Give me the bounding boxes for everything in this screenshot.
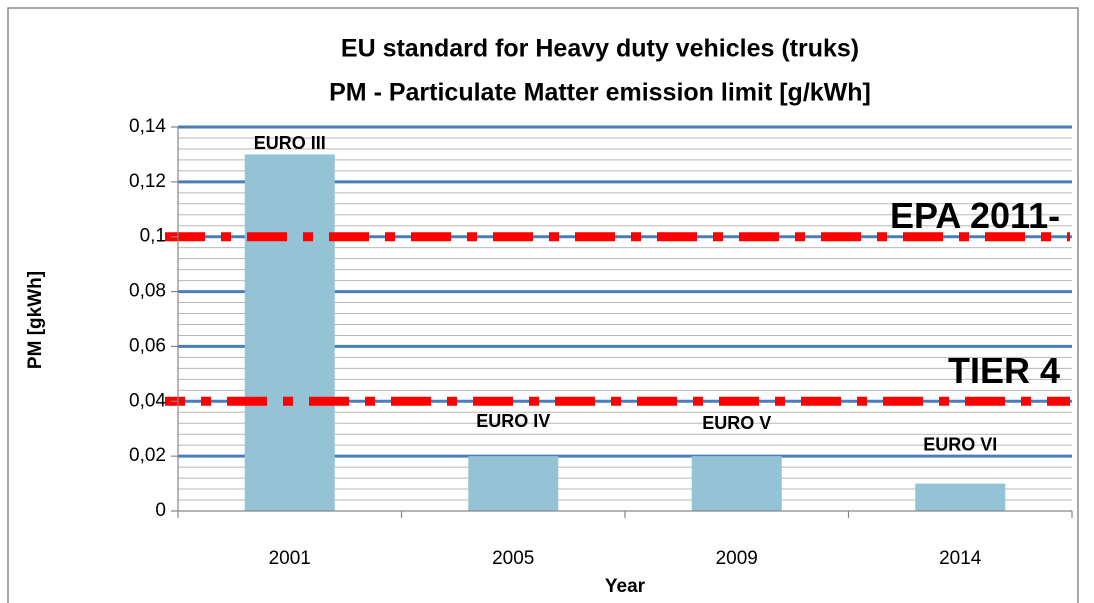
reference-label: TIER 4: [948, 350, 1060, 391]
x-axis-title: Year: [605, 576, 646, 597]
y-tick-label: 0,04: [129, 390, 166, 411]
bar-label: EURO IV: [476, 411, 550, 431]
x-tick-label: 2001: [269, 548, 311, 569]
bar-label: EURO V: [702, 413, 771, 433]
bar: [244, 154, 335, 511]
y-axis-title: PM [gkWh]: [25, 271, 46, 369]
bar: [915, 483, 1006, 511]
y-tick-label: 0,02: [129, 445, 166, 466]
reference-lines: EPA 2011- TIER 4: [165, 195, 1070, 406]
chart-subtitle: PM - Particulate Matter emission limit […: [329, 79, 871, 107]
reference-label: EPA 2011-: [890, 195, 1060, 236]
x-tick-label: 2014: [939, 548, 982, 569]
y-tick-label: 0,08: [129, 281, 166, 302]
y-tick-label: 0,14: [129, 116, 166, 137]
y-tick-label: 0,12: [129, 171, 166, 192]
bar-label: EURO VI: [923, 434, 997, 454]
bar: [691, 456, 782, 511]
y-tick-label: 0,06: [129, 335, 166, 356]
x-tick-label: 2005: [492, 548, 534, 569]
bars: EURO III EURO IV EURO V EURO VI: [244, 133, 1006, 511]
bar-label: EURO III: [254, 133, 326, 153]
chart-title: EU standard for Heavy duty vehicles (tru…: [341, 35, 859, 63]
bar: [468, 456, 559, 511]
x-tick-label: 2009: [716, 548, 758, 569]
y-tick-label: 0: [155, 500, 166, 521]
axes: 0 0,02 0,04 0,06 0,08 0,1 0,12 0,14 2001 2005 2009…: [129, 116, 1073, 569]
y-tick-label: 0,1: [140, 226, 166, 247]
